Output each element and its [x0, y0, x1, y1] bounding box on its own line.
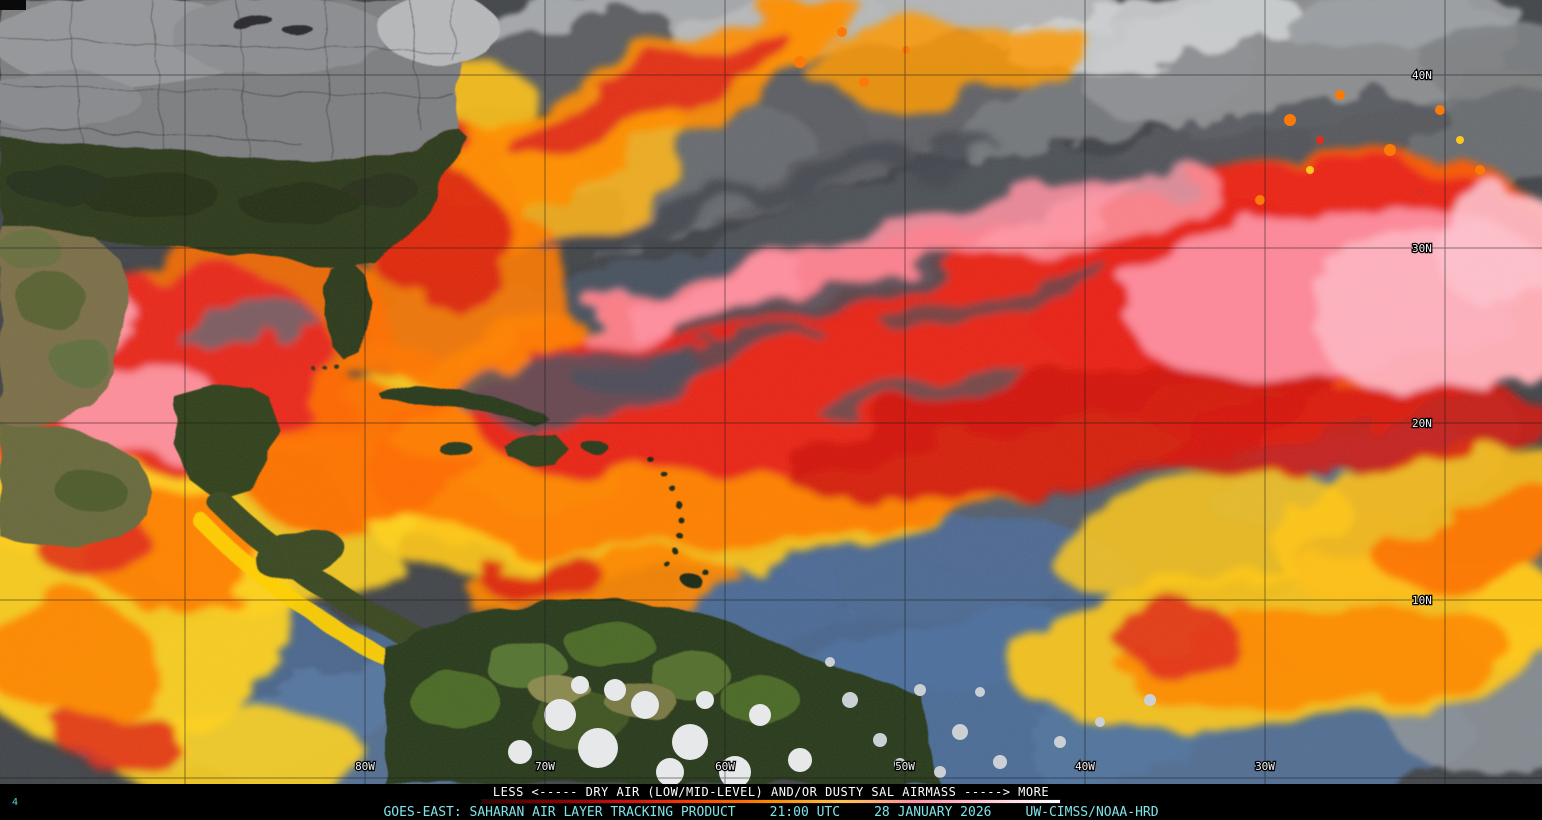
- frame-number: 4: [12, 797, 19, 808]
- lon-label-30w: 30W: [1255, 760, 1275, 773]
- lat-label-40n: 40N: [1412, 69, 1432, 82]
- lon-label-40w: 40W: [1075, 760, 1095, 773]
- satellite-map: 40N 30N 20N 10N 80W 70W 60W 50W 40W 30W: [0, 0, 1542, 784]
- caption-time: 21:00 UTC: [769, 805, 841, 820]
- lon-label-50w: 50W: [895, 760, 915, 773]
- lon-label-70w: 70W: [535, 760, 555, 773]
- caption-credit: UW-CIMSS/NOAA-HRD: [1025, 805, 1159, 820]
- satellite-image: 40N 30N 20N 10N 80W 70W 60W 50W 40W 30W: [0, 0, 1542, 784]
- lat-label-10n: 10N: [1412, 594, 1432, 607]
- lon-label-80w: 80W: [355, 760, 375, 773]
- caption-date: 28 JANUARY 2026: [874, 805, 992, 820]
- caption-row: GOES-EAST: SAHARAN AIR LAYER TRACKING PR…: [383, 806, 1158, 820]
- graticule: [0, 0, 1542, 784]
- lat-label-30n: 30N: [1412, 242, 1432, 255]
- legend-caption-bar: 4 LESS <----- DRY AIR (LOW/MID-LEVEL) AN…: [0, 784, 1542, 820]
- sal-colorbar: [481, 799, 1061, 804]
- corner-black-patch: [0, 0, 26, 10]
- grain-texture: [0, 0, 1542, 784]
- lat-label-20n: 20N: [1412, 417, 1432, 430]
- graticule-labels: 40N 30N 20N 10N 80W 70W 60W 50W 40W 30W: [354, 68, 1433, 775]
- lon-label-60w: 60W: [715, 760, 735, 773]
- colorbar-legend-text: LESS <----- DRY AIR (LOW/MID-LEVEL) AND/…: [492, 785, 1050, 799]
- product-title: GOES-EAST: SAHARAN AIR LAYER TRACKING PR…: [383, 805, 736, 820]
